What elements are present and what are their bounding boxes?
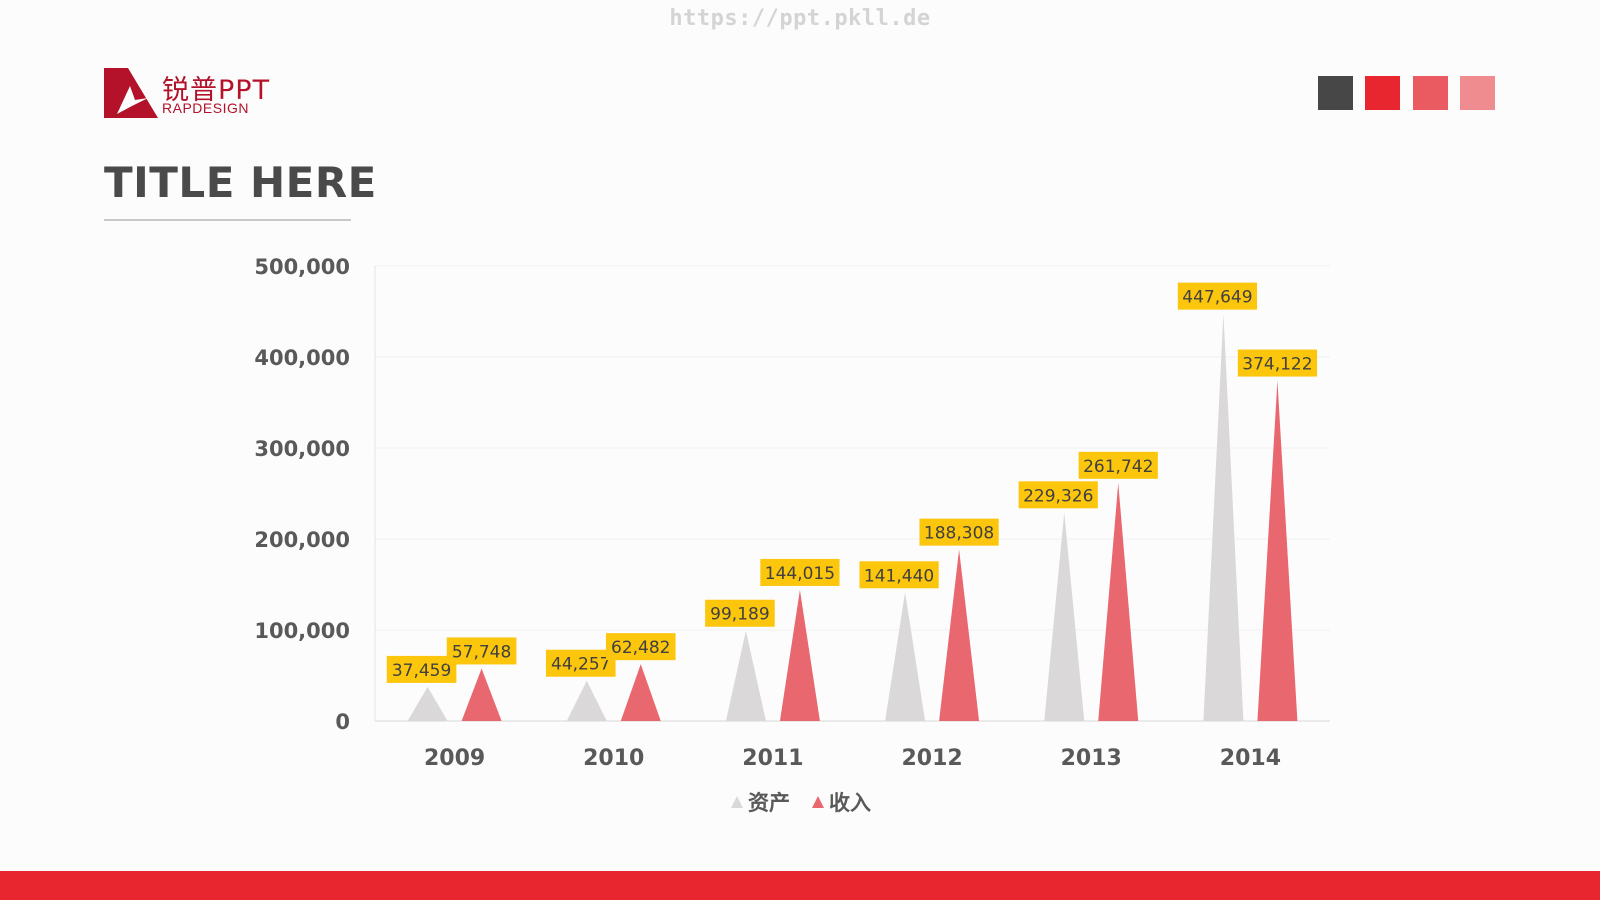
y-tick-label: 200,000 [254, 528, 350, 552]
triangle-mark [939, 549, 980, 721]
logo-text-en: RAPDESIGN [162, 100, 249, 116]
data-label-box [386, 655, 457, 683]
triangle-mark [1098, 482, 1139, 721]
color-swatch-coral [1413, 76, 1448, 110]
y-tick-label: 0 [335, 710, 350, 734]
x-tick-label: 2009 [424, 746, 485, 771]
legend-marker-icon [731, 796, 743, 808]
legend-marker-icon [812, 796, 824, 808]
data-label: 44,257 [551, 655, 610, 675]
y-tick-label: 500,000 [254, 255, 350, 279]
data-label-box [760, 558, 840, 586]
y-tick-label: 100,000 [254, 619, 350, 643]
legend-label: 收入 [829, 791, 871, 815]
data-label-box [446, 637, 517, 665]
data-label-box [1018, 481, 1098, 509]
data-label-box [605, 633, 676, 661]
data-label: 447,649 [1182, 288, 1252, 308]
triangle-mark [1203, 313, 1244, 721]
x-tick-label: 2011 [742, 746, 803, 771]
triangle-mark [725, 630, 766, 721]
data-label-box [1177, 282, 1258, 310]
data-label: 141,440 [864, 566, 934, 586]
data-label-box [919, 518, 999, 546]
data-label: 99,189 [710, 605, 769, 625]
data-label: 57,748 [452, 642, 511, 662]
data-label-box [859, 561, 939, 589]
data-label-box [705, 599, 775, 627]
legend-label: 资产 [748, 791, 790, 815]
data-label: 144,015 [765, 564, 835, 584]
title-underline [104, 219, 351, 221]
y-tick-label: 300,000 [254, 437, 350, 461]
logo: 锐普PPT RAPDESIGN [104, 68, 294, 120]
data-label: 188,308 [924, 524, 994, 544]
logo-mark-icon [104, 68, 158, 118]
triangle-mark [885, 592, 926, 721]
data-label: 261,742 [1083, 457, 1153, 477]
data-label: 229,326 [1023, 486, 1093, 506]
x-tick-label: 2014 [1220, 746, 1281, 771]
data-label: 37,459 [392, 661, 451, 681]
triangle-mark [461, 668, 502, 721]
page-title: TITLE HERE [104, 158, 377, 207]
data-label-box [545, 649, 616, 677]
logo-text-cn: 锐普PPT [162, 75, 271, 106]
data-label: 374,122 [1242, 355, 1312, 375]
data-label-box [1078, 451, 1158, 479]
triangle-mark [1257, 380, 1298, 721]
triangle-mark [407, 686, 448, 721]
x-tick-label: 2013 [1061, 746, 1122, 771]
data-label: 62,482 [611, 638, 670, 658]
footer-bar [0, 871, 1600, 900]
triangle-mark [779, 589, 820, 721]
watermark-url: https://ppt.pkll.de [669, 6, 931, 31]
data-label-box [1237, 349, 1318, 377]
triangle-mark [566, 680, 607, 721]
color-swatch-pink [1460, 76, 1495, 110]
color-swatch-red [1365, 76, 1400, 110]
triangle-mark [1044, 512, 1085, 721]
color-swatch-dark [1318, 76, 1353, 110]
x-tick-label: 2010 [583, 746, 644, 771]
x-tick-label: 2012 [901, 746, 962, 771]
y-tick-label: 400,000 [254, 346, 350, 370]
triangle-mark [620, 664, 661, 721]
